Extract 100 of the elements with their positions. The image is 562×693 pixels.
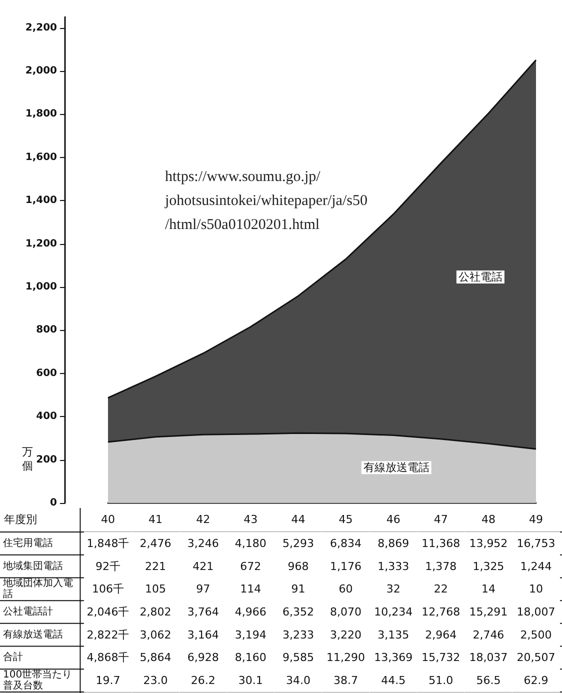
data-label: 968 <box>288 560 309 573</box>
data-label: 3,246 <box>187 536 219 550</box>
data-label: 32 <box>386 582 400 596</box>
data-label: 1,244 <box>520 560 552 573</box>
y-tick-label: 1,400 <box>25 195 58 206</box>
data-label: 92千 <box>96 560 120 573</box>
y-tick-label: 600 <box>36 368 58 379</box>
y-tick-label: 400 <box>36 411 58 422</box>
y-tick-label: 1,200 <box>25 238 58 250</box>
y-tick-label: 公社電話計 <box>3 606 53 618</box>
data-label: 2,500 <box>520 628 552 642</box>
data-label: 3,220 <box>330 628 362 642</box>
data-label: 3,135 <box>378 628 410 642</box>
y-tick-label: 200 <box>36 454 58 466</box>
y-tick-label: 100世帯当たり普及台数 <box>3 668 72 692</box>
data-label: 56.5 <box>476 674 501 688</box>
y-tick-label: 800 <box>36 324 58 336</box>
y-tick-label: 住宅用電話 <box>3 536 53 549</box>
data-label: 11,290 <box>326 651 366 664</box>
data-label: 14 <box>481 582 496 596</box>
data-label: 10 <box>529 582 543 596</box>
data-label: 2,802 <box>140 606 172 618</box>
data-label: 19.7 <box>96 674 120 688</box>
y-axis-title: 万個 <box>22 446 33 472</box>
data-label: 15,732 <box>422 651 460 664</box>
data-label: 16,753 <box>516 536 556 550</box>
y-tick-label: 地域集団電話 <box>2 560 63 572</box>
data-label: 11,368 <box>422 536 460 550</box>
data-label: 6,352 <box>282 606 314 618</box>
data-label: 15,291 <box>469 606 508 618</box>
data-label: 1,176 <box>330 560 362 573</box>
series-label: 公社電話 <box>458 270 502 284</box>
data-label: 44.5 <box>381 674 406 688</box>
x-tick-label: 41 <box>148 513 163 526</box>
x-tick-label: 48 <box>481 513 496 526</box>
data-label: 51.0 <box>428 674 454 688</box>
data-label: 3,194 <box>234 628 266 642</box>
data-label: 114 <box>240 582 262 596</box>
y-tick-label: 合計 <box>3 651 23 664</box>
data-label: 8,160 <box>234 651 266 664</box>
data-label: 20,507 <box>516 651 556 664</box>
y-tick-label: 地域団体加入電話 <box>2 577 73 600</box>
data-label: 6,928 <box>187 651 219 664</box>
y-tick-label: 0 <box>50 498 58 508</box>
x-axis-title: 年度別 <box>4 513 37 526</box>
data-label: 4,966 <box>234 606 266 618</box>
data-label: 2,964 <box>425 628 457 642</box>
data-label: 1,333 <box>378 560 410 573</box>
data-label: 97 <box>196 582 210 596</box>
data-label: 62.9 <box>524 674 548 688</box>
data-label: 60 <box>338 582 353 596</box>
x-tick-label: 43 <box>244 513 258 526</box>
x-tick-label: 49 <box>529 513 543 526</box>
data-label: 4,180 <box>234 536 266 550</box>
data-label: 23.0 <box>143 674 168 688</box>
y-tick-label: 有線放送電話 <box>3 628 63 640</box>
data-label: 2,822千 <box>86 628 130 642</box>
data-label: 3,164 <box>187 628 219 642</box>
data-label: 2,046千 <box>86 606 130 618</box>
data-label: 18,037 <box>469 651 508 664</box>
data-label: 8,070 <box>330 606 362 618</box>
x-tick-label: 46 <box>386 513 400 526</box>
data-label: 221 <box>145 560 166 573</box>
data-label: 672 <box>240 560 262 573</box>
y-tick-label: 2,200 <box>25 22 58 34</box>
data-label: 106千 <box>92 582 124 596</box>
data-label: 421 <box>192 560 214 573</box>
data-label: 1,378 <box>425 560 457 573</box>
data-label: 9,585 <box>282 651 314 664</box>
data-label: 5,293 <box>282 536 314 550</box>
data-label: 1,848千 <box>86 536 130 550</box>
data-label: 5,864 <box>140 651 172 664</box>
x-tick-label: 44 <box>291 513 306 526</box>
x-tick-label: 42 <box>196 513 210 526</box>
data-label: 10,234 <box>374 606 413 618</box>
data-label: 12,768 <box>422 606 460 618</box>
data-label: 105 <box>145 582 166 596</box>
data-label: 34.0 <box>286 674 310 688</box>
data-label: 2,746 <box>472 628 504 642</box>
y-tick-label: 2,000 <box>25 66 58 76</box>
series-label: 有線放送電話 <box>363 461 430 474</box>
data-label: 2,476 <box>140 536 172 550</box>
x-tick-label: 47 <box>434 513 448 526</box>
data-label: 26.2 <box>190 674 216 688</box>
data-label: 30.1 <box>238 674 263 688</box>
annotation: https://www.soumu.go.jp/johotsusintokei/whitepaper/ja/s50/html/s50a01020201.html <box>164 169 368 233</box>
x-tick-label: 45 <box>338 513 353 526</box>
data-label: 4,868千 <box>86 651 130 664</box>
data-label: 6,834 <box>330 536 362 550</box>
data-label: 3,062 <box>140 628 172 642</box>
data-label: 13,369 <box>374 651 413 664</box>
data-label: 3,764 <box>187 606 219 618</box>
x-tick-label: 40 <box>101 513 115 526</box>
data-label: 3,233 <box>282 628 314 642</box>
data-label: 91 <box>291 582 306 596</box>
y-tick-label: 1,600 <box>25 152 58 163</box>
data-label: 13,952 <box>469 536 508 550</box>
data-label: 38.7 <box>334 674 358 688</box>
data-label: 8,869 <box>378 536 410 550</box>
data-label: 18,007 <box>516 606 556 618</box>
